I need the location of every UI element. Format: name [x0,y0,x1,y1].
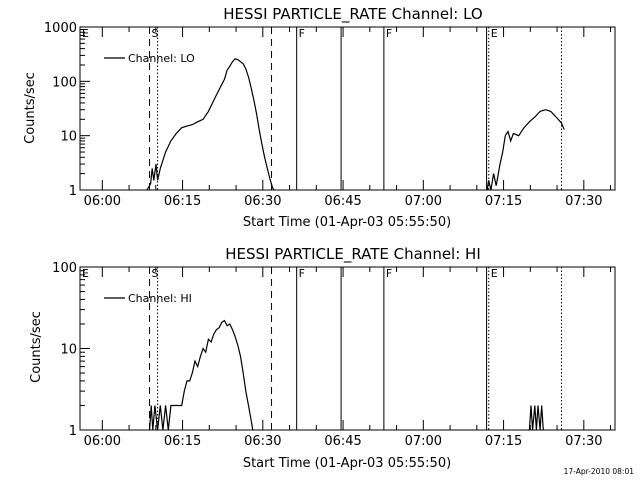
event-marker-label: F [386,267,392,280]
x-ticks: 06:00 06:15 06:30 06:45 07:00 07:15 07:30 [84,267,612,449]
x-tick-label: 06:00 [84,194,121,209]
y-axis-label: Counts/sec [29,311,44,383]
footer-timestamp: 17-Apr-2010 08:01 [564,467,635,476]
series-line [149,319,254,431]
chart-title: HESSI PARTICLE_RATE Channel: LO [223,5,482,24]
x-tick-label: 06:15 [164,434,201,449]
x-tick-label: 06:30 [244,194,281,209]
event-marker-label: F [299,267,305,280]
y-ticks: 1 10 100 1000 [44,21,90,199]
data-series [149,319,544,431]
event-marker-label: E [82,267,89,280]
chart-title: HESSI PARTICLE_RATE Channel: HI [225,245,481,264]
event-marker-label: S [152,27,159,40]
x-tick-label: 06:15 [164,194,201,209]
y-tick-label: 1 [69,184,77,199]
panel-lo: HESSI PARTICLE_RATE Channel: LO Counts/s… [23,5,616,230]
event-marker-label: F [299,27,305,40]
y-axis-label: Counts/sec [23,72,38,144]
x-tick-label: 07:00 [405,434,442,449]
x-tick-label: 06:30 [244,434,281,449]
x-tick-label: 06:45 [324,434,361,449]
x-tick-label: 06:00 [84,434,121,449]
x-tick-label: 07:30 [565,434,602,449]
legend: Channel: HI [104,292,192,305]
event-marker-label: F [386,27,392,40]
x-axis-label: Start Time (01-Apr-03 05:55:50) [243,456,451,471]
legend: Channel: LO [104,52,195,65]
y-tick-label: 100 [52,261,77,276]
y-ticks: 1 10 100 [52,261,90,439]
event-marker-label: S [152,267,159,280]
event-marker-label: E [82,27,89,40]
y-tick-label: 10 [60,130,77,145]
y-tick-label: 1000 [44,21,77,36]
y-tick-label: 100 [52,75,77,90]
x-ticks: 06:00 06:15 06:30 06:45 07:00 07:15 07:30 [84,27,612,209]
x-tick-label: 07:00 [405,194,442,209]
x-axis-label: Start Time (01-Apr-03 05:55:50) [243,215,451,230]
y-tick-label: 10 [60,343,77,358]
x-tick-label: 07:15 [485,194,522,209]
x-tick-label: 07:15 [485,434,522,449]
legend-label: Channel: LO [128,52,195,65]
y-tick-label: 1 [69,424,77,439]
panel-hi: HESSI PARTICLE_RATE Channel: HI Counts/s… [29,245,616,471]
legend-label: Channel: HI [128,292,192,305]
event-marker-label: E [491,27,498,40]
plot-frame [79,26,616,191]
x-tick-label: 07:30 [565,194,602,209]
data-series [146,58,565,191]
event-marker-label: E [491,267,498,280]
series-line [486,109,565,191]
series-line [146,58,275,191]
series-line [528,405,544,431]
x-tick-label: 06:45 [324,194,361,209]
